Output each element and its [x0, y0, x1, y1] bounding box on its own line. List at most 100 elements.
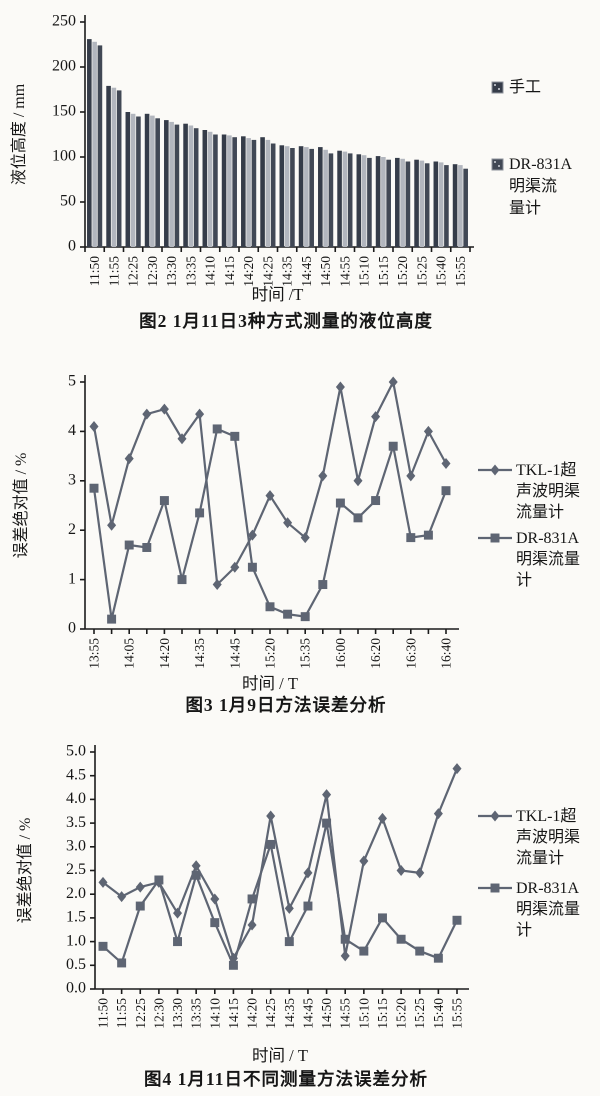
bar [125, 112, 131, 247]
legend-label: 流量计 [516, 849, 564, 867]
diamond-marker [406, 470, 416, 482]
legend-label: 流量计 [516, 503, 564, 521]
bar [193, 128, 199, 247]
x-tick-label: 11:55 [114, 998, 129, 1028]
diamond-marker [340, 950, 350, 962]
bar [87, 39, 92, 247]
bar [92, 41, 97, 247]
x-tick-label: 16:20 [368, 638, 383, 669]
x-tick-label: 15:15 [376, 256, 391, 287]
data-line [92, 427, 448, 620]
square-marker [303, 901, 313, 911]
diamond-marker [490, 464, 500, 476]
bar [347, 153, 353, 247]
square-marker [210, 918, 220, 928]
diamond-marker [433, 808, 443, 820]
square-marker [266, 839, 276, 849]
x-tick-label: 15:10 [357, 256, 372, 287]
x-tick-label: 14:45 [227, 638, 242, 669]
bar [367, 157, 372, 247]
square-marker [396, 934, 406, 944]
square-marker [247, 562, 257, 572]
bar [361, 155, 367, 247]
bar [328, 153, 334, 247]
diamond-marker [107, 519, 117, 531]
x-tick-label: 14:35 [192, 638, 207, 669]
bar [136, 116, 141, 247]
figure-3-block: 0 1 2 3 4 5 13:55 14:05 14:20 14:35 14:45 15:20 15:3… [0, 342, 600, 720]
y-tick-label: 2 [68, 521, 76, 538]
bar [386, 159, 391, 247]
legend-label: DR-831A [516, 880, 580, 897]
y-tick-label: 1.5 [66, 909, 86, 926]
square-marker [340, 934, 350, 944]
x-tick-label: 16:00 [333, 638, 348, 669]
x-tick-label: 14:45 [299, 256, 314, 287]
diamond-marker [173, 907, 183, 919]
diamond-marker [322, 789, 332, 801]
legend-swatch [491, 158, 504, 171]
bar [116, 90, 122, 248]
legend-label: DR-831A [509, 156, 573, 173]
diamond-marker [212, 579, 222, 591]
diamond-marker [452, 763, 462, 775]
y-tick-label: 4 [68, 422, 76, 439]
x-tick-label: 15:20 [263, 638, 278, 669]
y-tick-label: 3 [68, 471, 76, 488]
diamond-marker [335, 381, 345, 393]
x-tick-label: 14:10 [207, 998, 222, 1029]
x-tick-label: 15:40 [431, 998, 446, 1029]
square-marker [490, 533, 500, 543]
bar [111, 87, 117, 247]
y-tick-label: 200 [52, 58, 76, 75]
diamond-marker [210, 893, 220, 905]
y-axis-title: 误差绝对值 / % [16, 818, 34, 924]
x-tick-label: 14:25 [260, 256, 275, 287]
diamond-marker [247, 919, 257, 931]
y-tick-label: 50 [60, 193, 76, 210]
x-tick-label: 14:15 [222, 256, 237, 287]
bar [304, 147, 309, 247]
y-tick-label: 150 [52, 103, 76, 120]
bar [309, 148, 314, 247]
bar [221, 134, 227, 247]
square-marker [228, 960, 238, 970]
x-tick-label: 14:35 [282, 998, 297, 1029]
x-tick-label: 15:35 [298, 638, 313, 669]
bar [395, 157, 400, 247]
x-tick-label: 14:20 [245, 998, 260, 1029]
x-tick-label: 12:30 [145, 256, 160, 287]
legend-label: 声波明渠 [516, 482, 580, 500]
bar [188, 125, 194, 247]
x-axis-title: 时间 / T [242, 674, 298, 693]
y-tick-label: 2.5 [66, 861, 86, 878]
figure-4-block: 0.0 0.5 1.0 1.5 2.0 2.5 3.0 3.5 4.0 4.5 5.0 11:50 11… [0, 720, 600, 1096]
bar [419, 160, 425, 247]
diamond-marker [300, 532, 310, 544]
x-tick-label: 15:55 [450, 998, 465, 1029]
diamond-marker [303, 867, 313, 879]
square-marker [159, 496, 169, 506]
x-tick-label: 15:40 [434, 256, 449, 287]
legend-label: 明渠流量 [516, 900, 580, 918]
figure3-caption: 图3 1月9日方法误差分析 [185, 695, 387, 715]
square-marker [177, 575, 187, 585]
bar [155, 118, 160, 247]
square-marker [247, 894, 257, 904]
x-tick-label: 14:05 [122, 638, 137, 669]
figure2-caption: 图2 1月11日3种方式测量的液位高度 [139, 311, 433, 331]
bar [106, 85, 111, 248]
square-marker [283, 609, 293, 619]
bar [207, 131, 213, 247]
figure4-caption: 图4 1月11日不同测量方法误差分析 [144, 1069, 428, 1089]
diamond-marker [230, 561, 240, 573]
x-tick-label: 14:35 [280, 256, 295, 287]
legend-label: 声波明渠 [516, 828, 580, 846]
diamond-marker [415, 867, 425, 879]
bar [463, 168, 468, 247]
bar [279, 145, 285, 247]
bar [213, 134, 218, 247]
square-marker [230, 431, 240, 441]
x-tick-label: 15:10 [356, 998, 371, 1029]
